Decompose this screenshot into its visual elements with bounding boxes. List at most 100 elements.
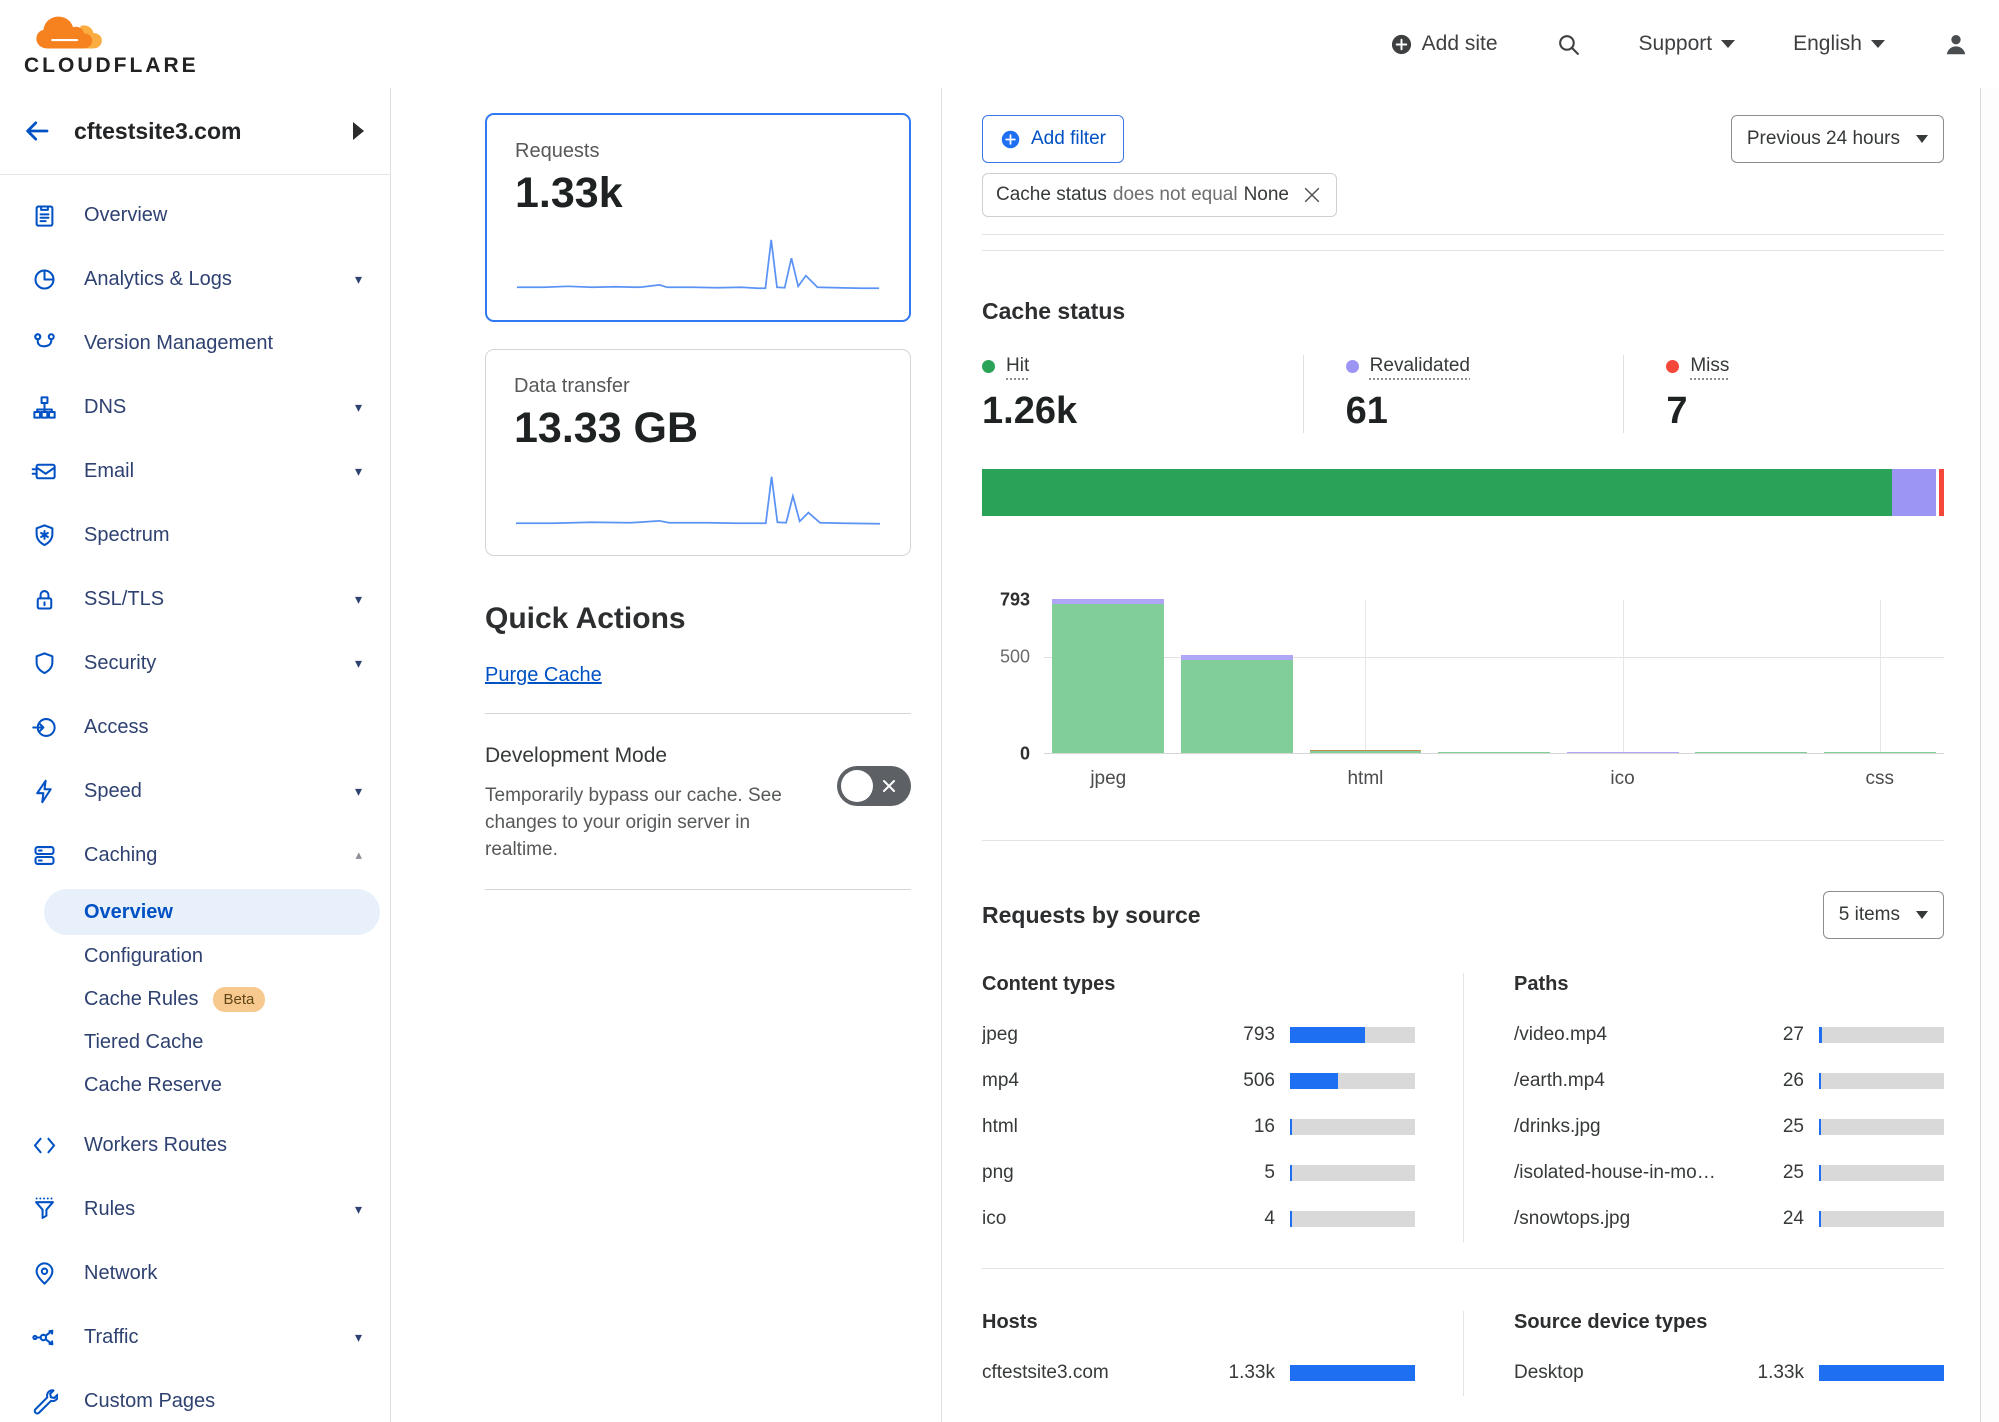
chevron-down-icon: ▾ xyxy=(354,462,362,479)
sidebar-item-ssl-tls[interactable]: SSL/TLS ▾ xyxy=(0,567,390,631)
source-row-snowtops-jpg[interactable]: /snowtops.jpg 24 xyxy=(1514,1196,1944,1242)
source-row-jpeg[interactable]: jpeg 793 xyxy=(982,1012,1415,1058)
row-meter-fill xyxy=(1819,1119,1822,1135)
purge-cache-link[interactable]: Purge Cache xyxy=(485,664,602,686)
source-row-earth-mp4[interactable]: /earth.mp4 26 xyxy=(1514,1058,1944,1104)
analytics-panel: Add filter Previous 24 hours Cache statu… xyxy=(941,88,1980,1422)
git-branch-icon xyxy=(30,329,58,357)
y-tick-label: 0 xyxy=(1019,743,1030,764)
bar-segment-hit xyxy=(1823,751,1936,753)
bar-segment-hit xyxy=(1438,751,1550,753)
row-meter xyxy=(1819,1165,1944,1181)
support-menu[interactable]: Support xyxy=(1639,32,1736,56)
source-row-desktop[interactable]: Desktop 1.33k xyxy=(1514,1350,1944,1396)
sidebar-item-label: Spectrum xyxy=(84,523,170,546)
sidebar-item-dns[interactable]: DNS ▾ xyxy=(0,375,390,439)
row-label: ico xyxy=(982,1208,1007,1229)
add-site-button[interactable]: Add site xyxy=(1390,32,1498,56)
back-arrow-icon[interactable] xyxy=(22,116,52,146)
data-transfer-card-label: Data transfer xyxy=(514,375,630,397)
gridline-vertical xyxy=(1365,600,1367,753)
sidebar-item-spectrum[interactable]: Spectrum xyxy=(0,503,390,567)
sidebar-item-overview[interactable]: Overview xyxy=(0,183,390,247)
bar-slot-unlabeled[interactable] xyxy=(1687,600,1816,753)
sidebar-item-caching[interactable]: Caching ▴ xyxy=(0,823,390,887)
stat-label[interactable]: Revalidated xyxy=(1369,355,1470,376)
sidebar-item-version-management[interactable]: Version Management xyxy=(0,311,390,375)
source-row-cftestsite3-com[interactable]: cftestsite3.com 1.33k xyxy=(982,1350,1415,1396)
sidebar-item-access[interactable]: Access xyxy=(0,695,390,759)
bar-slot-jpeg[interactable] xyxy=(1044,599,1173,753)
sidebar-item-traffic[interactable]: Traffic ▾ xyxy=(0,1305,390,1369)
location-pin-icon xyxy=(30,1259,58,1287)
bar-slot-mp4[interactable] xyxy=(1173,600,1302,753)
source-row-drinks-jpg[interactable]: /drinks.jpg 25 xyxy=(1514,1104,1944,1150)
bar-stack xyxy=(1823,751,1936,753)
stat-miss: Miss 7 xyxy=(1623,355,1944,433)
sidebar-item-analytics-logs[interactable]: Analytics & Logs ▾ xyxy=(0,247,390,311)
row-meter-fill xyxy=(1819,1211,1822,1227)
cache-status-filter-chip[interactable]: Cache status does not equal None xyxy=(982,173,1337,217)
sidebar-item-network[interactable]: Network xyxy=(0,1241,390,1305)
requests-card[interactable]: Requests 1.33k xyxy=(485,113,911,322)
group-title: Hosts xyxy=(982,1311,1038,1333)
sidebar-subitem-cache-reserve[interactable]: Cache Reserve xyxy=(44,1064,380,1107)
stat-header: Revalidated xyxy=(1345,355,1624,377)
source-row-isolated-house-in-mo[interactable]: /isolated-house-in-mo… 25 xyxy=(1514,1150,1944,1196)
bar-slot-png[interactable] xyxy=(1430,600,1559,753)
sidebar-subitem-configuration[interactable]: Configuration xyxy=(44,935,380,978)
source-row-mp4[interactable]: mp4 506 xyxy=(982,1058,1415,1104)
data-transfer-card[interactable]: Data transfer 13.33 GB xyxy=(485,349,911,556)
row-meter xyxy=(1819,1365,1944,1381)
row-meter xyxy=(1290,1027,1415,1043)
envelope-icon xyxy=(30,457,58,485)
sidebar-item-speed[interactable]: Speed ▾ xyxy=(0,759,390,823)
site-switcher-caret-icon[interactable] xyxy=(353,122,364,140)
items-count-dropdown[interactable]: 5 items xyxy=(1822,891,1944,939)
sidebar-item-workers-routes[interactable]: Workers Routes xyxy=(0,1113,390,1177)
sidebar-subitem-cache-rules[interactable]: Cache Rules Beta xyxy=(44,978,380,1021)
row-label: /drinks.jpg xyxy=(1514,1116,1601,1137)
dev-mode-toggle[interactable] xyxy=(837,766,911,806)
sidebar-item-label: Version Management xyxy=(84,331,274,354)
sidebar-item-rules[interactable]: Rules ▾ xyxy=(0,1177,390,1241)
x-tick-label: ico xyxy=(1610,768,1635,789)
sidebar-item-custom-pages[interactable]: Custom Pages xyxy=(0,1369,390,1422)
sitemap-icon xyxy=(30,393,58,421)
stat-label[interactable]: Hit xyxy=(1006,355,1030,376)
row-meter-fill xyxy=(1819,1073,1822,1089)
bar-slot-ico[interactable] xyxy=(1558,600,1687,753)
scrollbar-track[interactable] xyxy=(1980,88,1999,1422)
row-label: png xyxy=(982,1162,1014,1183)
row-meter-fill xyxy=(1290,1165,1292,1181)
sidebar-subitem-overview[interactable]: Overview xyxy=(44,889,380,935)
y-tick-label: 500 xyxy=(999,646,1030,667)
search-icon[interactable] xyxy=(1556,32,1581,57)
row-meter xyxy=(1819,1211,1944,1227)
bar-slot-html[interactable] xyxy=(1301,600,1430,753)
source-row-html[interactable]: html 16 xyxy=(982,1104,1415,1150)
row-meter xyxy=(1819,1027,1944,1043)
time-range-dropdown[interactable]: Previous 24 hours xyxy=(1730,115,1944,163)
lightning-bolt-icon xyxy=(30,777,58,805)
add-filter-button[interactable]: Add filter xyxy=(982,115,1124,163)
language-menu[interactable]: English xyxy=(1793,32,1885,56)
cache-status-stacked-bar xyxy=(982,469,1944,516)
sidebar-item-email[interactable]: Email ▾ xyxy=(0,439,390,503)
bar-stack xyxy=(1695,751,1808,753)
wrench-icon xyxy=(30,1387,58,1415)
stat-label[interactable]: Miss xyxy=(1690,355,1730,376)
source-row-png[interactable]: png 5 xyxy=(982,1150,1415,1196)
remove-filter-x-icon[interactable] xyxy=(1301,184,1323,206)
sidebar-subitem-tiered-cache[interactable]: Tiered Cache xyxy=(44,1021,380,1064)
source-row-video-mp4[interactable]: /video.mp4 27 xyxy=(1514,1012,1944,1058)
row-meter xyxy=(1290,1165,1415,1181)
bar-segment-hit xyxy=(1052,604,1165,753)
cloudflare-logo[interactable]: CLOUDFLARE xyxy=(24,10,199,78)
bar-slot-css[interactable] xyxy=(1815,600,1944,753)
user-avatar-icon[interactable] xyxy=(1943,31,1969,57)
sidebar-subitem-label: Cache Rules xyxy=(84,988,199,1010)
source-row-ico[interactable]: ico 4 xyxy=(982,1196,1415,1242)
sidebar-item-security[interactable]: Security ▾ xyxy=(0,631,390,695)
revalidated-legend-dot-icon xyxy=(1345,359,1359,373)
